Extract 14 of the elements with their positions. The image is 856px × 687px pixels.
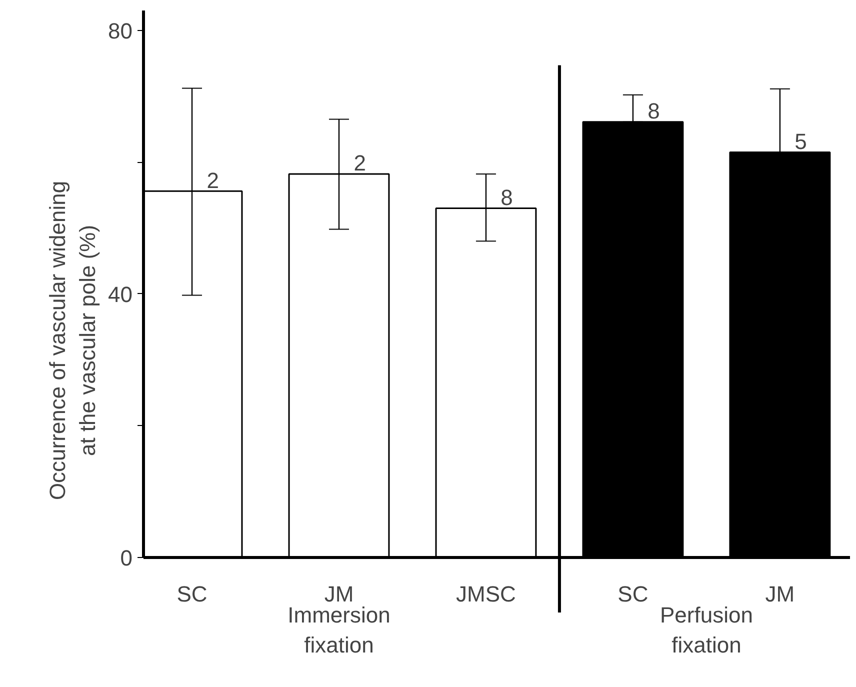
annotation: 5	[794, 128, 807, 154]
annotation: 2	[354, 150, 366, 176]
y-tick-label: 0	[120, 546, 133, 570]
annotation: 2	[206, 168, 219, 193]
x-tick-label: SC	[618, 582, 648, 606]
annotation: 8	[648, 98, 660, 124]
y-tick-label: 80	[108, 18, 133, 44]
y-tick-label: 40	[108, 282, 133, 307]
x-tick-label: SC	[176, 582, 208, 606]
annotation: 8	[500, 184, 513, 210]
x-tick-label: JMSC	[456, 582, 516, 606]
x-tick-label: JM	[765, 582, 795, 606]
text: Perfusion fixation	[660, 602, 753, 658]
y-axis-title: Occurrence of vascular widening at the vascular pole (%)	[45, 180, 100, 500]
